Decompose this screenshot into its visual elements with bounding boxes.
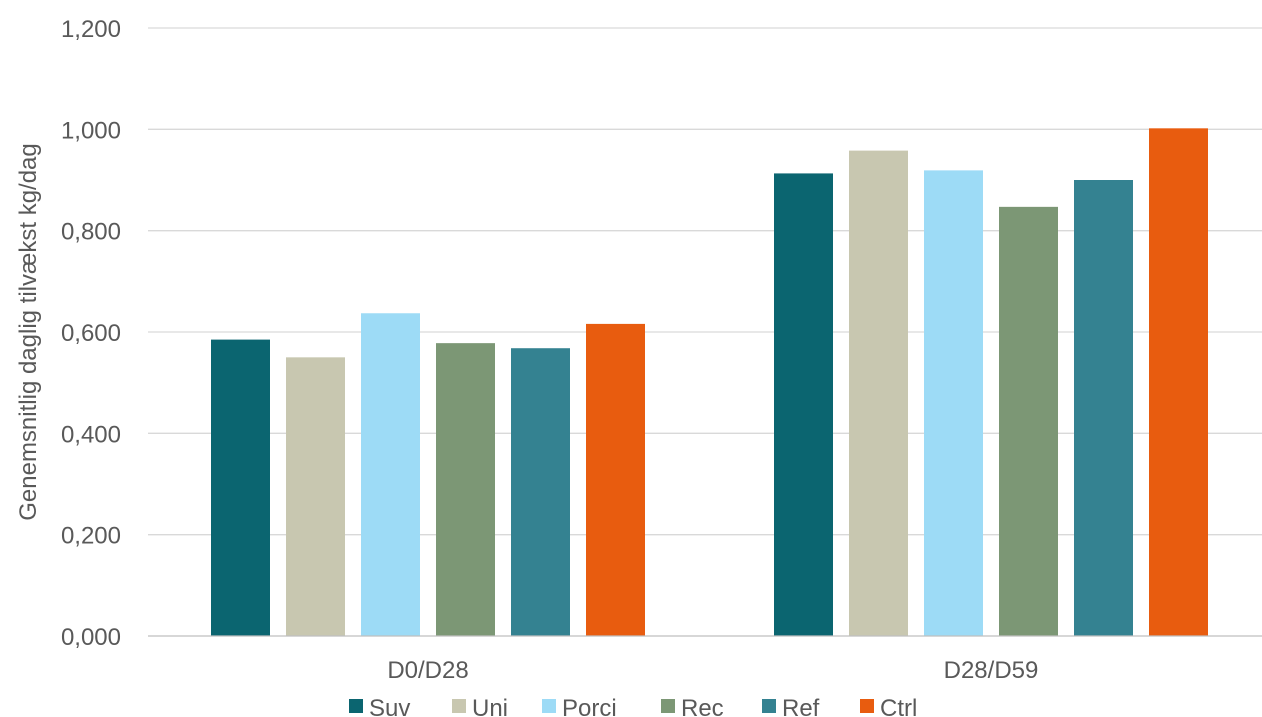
legend-swatch: [661, 699, 675, 713]
y-axis-title: Genemsnitlig daglig tilvækst kg/dag: [15, 143, 42, 521]
legend-swatch: [452, 699, 466, 713]
x-axis-tick-labels: D0/D28 D28/D59: [387, 657, 1038, 684]
legend: Suv Uni Porci Rec Ref Ctrl: [349, 695, 917, 717]
legend-item-suv: Suv: [349, 695, 410, 717]
bar-suv-1: [211, 339, 270, 636]
legend-swatch: [762, 699, 776, 713]
legend-swatch: [860, 699, 874, 713]
bar-porci-2: [924, 170, 983, 636]
bar-ctrl-2: [1149, 128, 1208, 636]
legend-label: Suv: [369, 695, 410, 717]
y-axis-tick-labels: 0,000 0,200 0,400 0,600 0,800 1,000 1,200: [61, 16, 121, 651]
x-tick-label: D28/D59: [944, 657, 1039, 684]
y-tick-label: 1,000: [61, 117, 121, 144]
legend-item-ctrl: Ctrl: [860, 695, 917, 717]
legend-item-uni: Uni: [452, 695, 508, 717]
bar-uni-2: [849, 150, 908, 636]
bar-porci-1: [361, 313, 420, 636]
legend-swatch: [349, 699, 363, 713]
y-tick-label: 0,200: [61, 523, 121, 550]
legend-label: Rec: [681, 695, 724, 717]
x-tick-label: D0/D28: [387, 657, 468, 684]
legend-item-ref: Ref: [762, 695, 820, 717]
bar-uni-1: [286, 357, 345, 636]
legend-label: Ref: [782, 695, 820, 717]
bar-rec-2: [999, 206, 1058, 636]
y-tick-label: 0,600: [61, 320, 121, 347]
y-tick-label: 0,000: [61, 624, 121, 651]
legend-item-porci: Porci: [542, 695, 617, 717]
y-tick-label: 1,200: [61, 16, 121, 43]
bars: [211, 128, 1208, 636]
legend-label: Ctrl: [880, 695, 917, 717]
legend-swatch: [542, 699, 556, 713]
bar-ctrl-1: [586, 323, 645, 636]
legend-label: Porci: [562, 695, 617, 717]
bar-rec-1: [436, 343, 495, 636]
bar-ref-2: [1074, 180, 1133, 636]
legend-label: Uni: [472, 695, 508, 717]
y-tick-label: 0,800: [61, 219, 121, 246]
y-tick-label: 0,400: [61, 421, 121, 448]
bar-ref-1: [511, 348, 570, 636]
legend-item-rec: Rec: [661, 695, 724, 717]
bar-suv-2: [774, 173, 833, 636]
